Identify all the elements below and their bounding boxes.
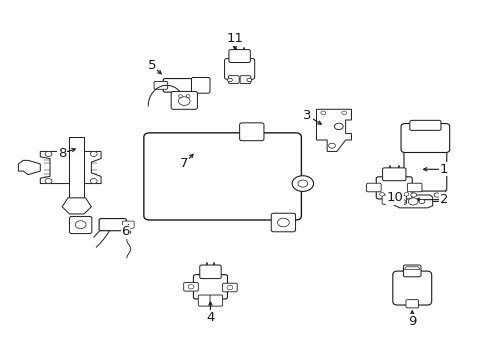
FancyBboxPatch shape [403, 148, 446, 191]
FancyBboxPatch shape [382, 168, 405, 181]
FancyBboxPatch shape [99, 219, 126, 231]
FancyBboxPatch shape [381, 195, 394, 204]
Circle shape [186, 95, 190, 98]
Circle shape [291, 176, 313, 192]
Text: 4: 4 [206, 311, 214, 324]
Text: 9: 9 [407, 315, 416, 328]
Circle shape [45, 152, 52, 157]
Circle shape [226, 285, 232, 290]
Circle shape [410, 193, 416, 197]
Text: 7: 7 [179, 157, 187, 170]
Text: 3: 3 [303, 109, 311, 122]
FancyBboxPatch shape [407, 183, 421, 192]
FancyBboxPatch shape [392, 271, 431, 305]
FancyBboxPatch shape [69, 216, 92, 234]
FancyBboxPatch shape [154, 81, 167, 89]
FancyBboxPatch shape [405, 300, 418, 308]
Polygon shape [393, 195, 432, 208]
FancyBboxPatch shape [400, 123, 449, 153]
FancyBboxPatch shape [193, 275, 227, 299]
FancyBboxPatch shape [183, 283, 198, 291]
Polygon shape [404, 189, 445, 202]
FancyBboxPatch shape [403, 265, 420, 277]
FancyBboxPatch shape [228, 76, 239, 84]
FancyBboxPatch shape [122, 221, 134, 228]
Circle shape [403, 193, 408, 196]
FancyBboxPatch shape [143, 133, 301, 220]
Circle shape [246, 78, 251, 82]
Text: 5: 5 [147, 59, 156, 72]
Circle shape [297, 180, 307, 187]
FancyBboxPatch shape [198, 295, 210, 306]
Polygon shape [69, 137, 84, 198]
Text: 2: 2 [439, 193, 447, 206]
FancyBboxPatch shape [240, 76, 250, 84]
Circle shape [277, 218, 288, 227]
Polygon shape [40, 152, 101, 184]
Circle shape [45, 179, 52, 184]
Circle shape [433, 193, 439, 197]
Circle shape [90, 152, 97, 157]
FancyBboxPatch shape [375, 177, 411, 199]
Text: 10: 10 [386, 192, 403, 204]
Circle shape [407, 198, 417, 205]
Polygon shape [404, 267, 419, 269]
FancyBboxPatch shape [366, 183, 380, 192]
Circle shape [90, 179, 97, 184]
FancyBboxPatch shape [191, 77, 209, 93]
Polygon shape [62, 198, 91, 214]
FancyBboxPatch shape [409, 120, 440, 130]
Circle shape [320, 111, 325, 114]
Circle shape [75, 221, 86, 229]
Text: 11: 11 [226, 32, 243, 45]
Circle shape [328, 143, 335, 148]
Circle shape [379, 193, 384, 196]
FancyBboxPatch shape [271, 213, 295, 232]
FancyBboxPatch shape [393, 195, 406, 204]
Circle shape [334, 123, 343, 130]
FancyBboxPatch shape [163, 78, 194, 92]
FancyBboxPatch shape [222, 283, 237, 292]
FancyBboxPatch shape [239, 123, 264, 141]
Text: 6: 6 [121, 225, 129, 238]
Circle shape [341, 111, 346, 114]
Polygon shape [19, 160, 40, 175]
Polygon shape [316, 109, 351, 152]
Text: 8: 8 [58, 147, 66, 160]
Circle shape [188, 285, 194, 289]
FancyBboxPatch shape [224, 59, 254, 79]
Circle shape [227, 78, 232, 82]
FancyBboxPatch shape [171, 91, 197, 109]
Circle shape [178, 97, 190, 105]
FancyBboxPatch shape [209, 295, 222, 306]
Circle shape [178, 95, 182, 98]
Text: 1: 1 [439, 163, 447, 176]
FancyBboxPatch shape [200, 265, 221, 279]
Circle shape [399, 199, 405, 203]
FancyBboxPatch shape [228, 50, 250, 63]
Circle shape [418, 199, 424, 203]
